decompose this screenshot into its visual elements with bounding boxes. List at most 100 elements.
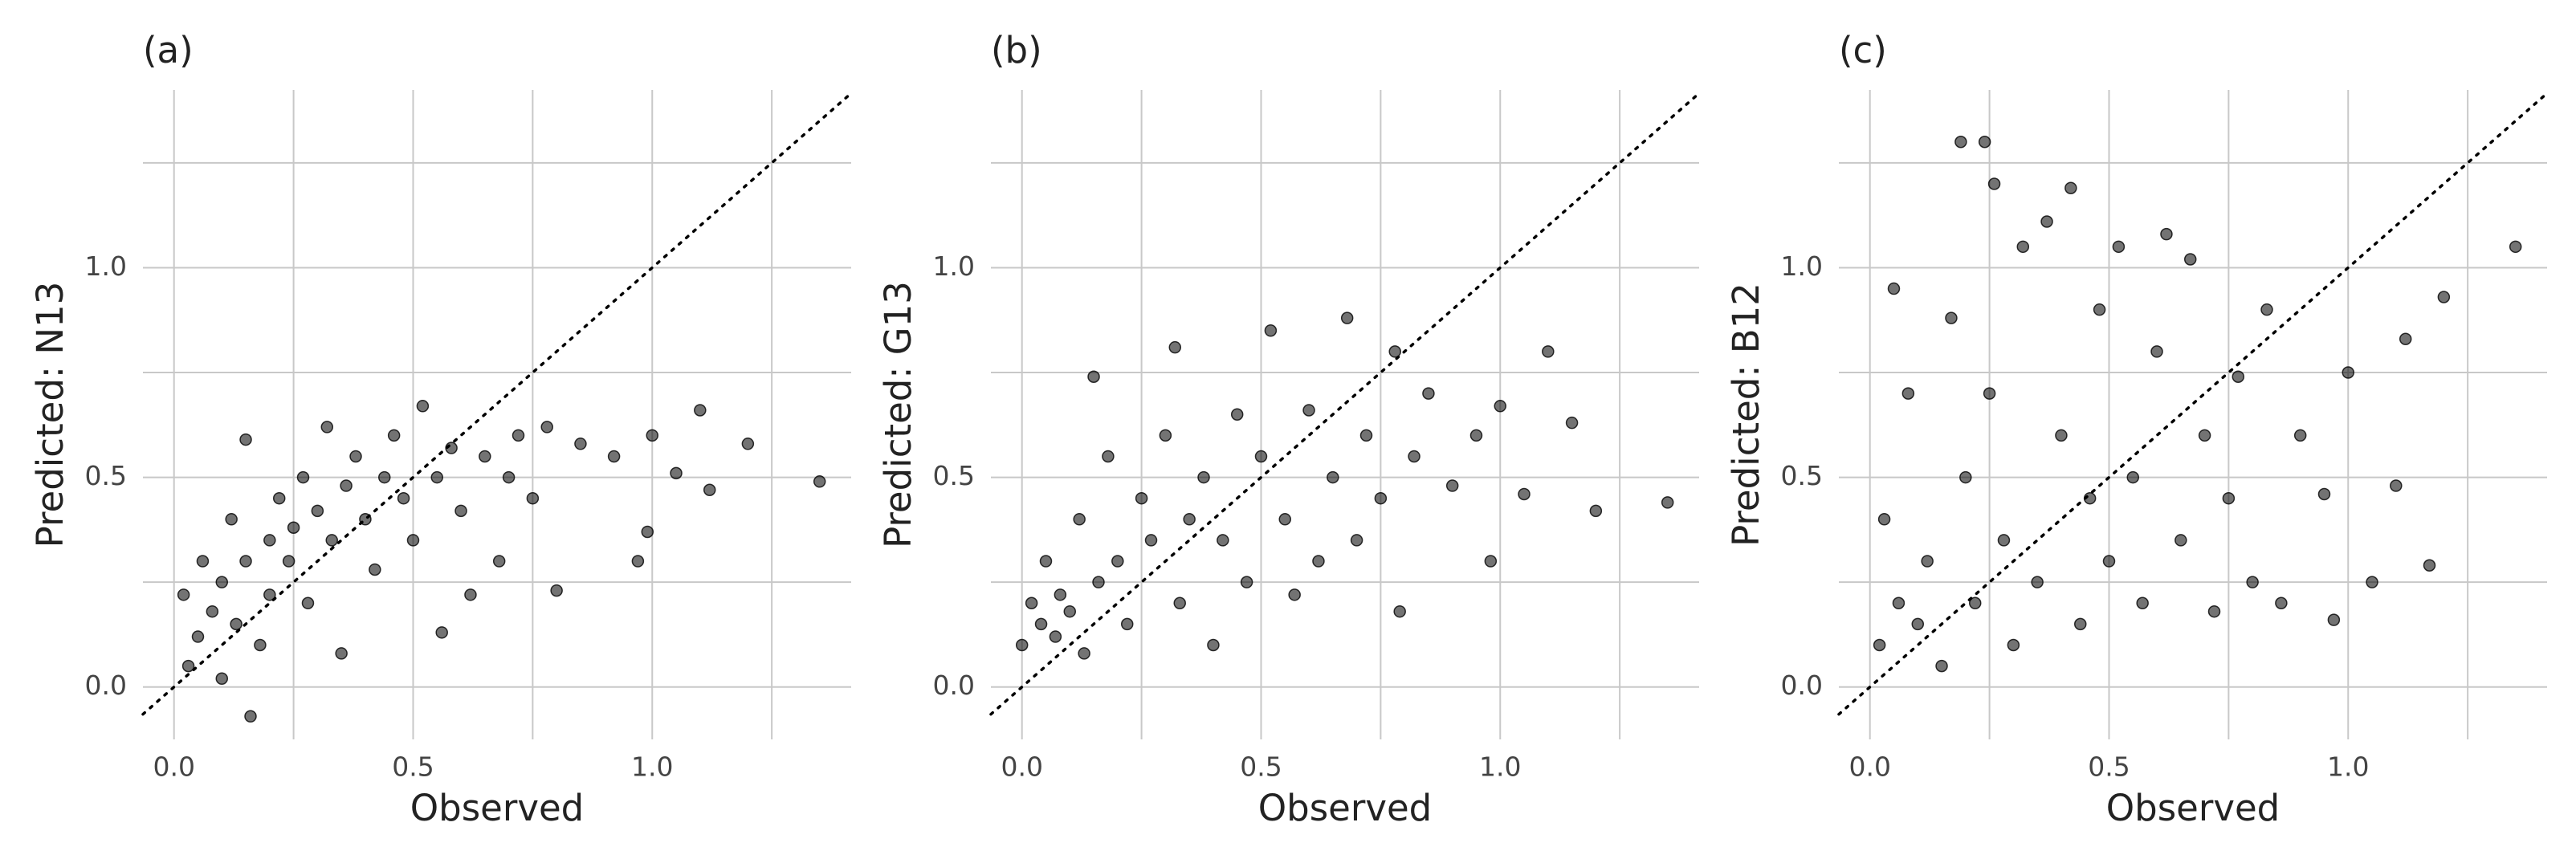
point [1278, 513, 1292, 526]
point [1302, 404, 1315, 417]
y-tick-label: 1.0 [1781, 250, 1823, 282]
point [206, 605, 219, 618]
point [244, 710, 257, 723]
point [1207, 638, 1220, 652]
point [1183, 513, 1196, 526]
point [1039, 555, 1053, 568]
point [1935, 659, 1948, 673]
point [2275, 596, 2288, 610]
point [1445, 479, 1459, 492]
point [2136, 596, 2149, 610]
point [2207, 605, 2221, 618]
point [1173, 596, 1186, 610]
point [1254, 450, 1268, 463]
y-tick-label: 0.5 [85, 460, 127, 491]
point [387, 429, 401, 442]
panel-title: (b) [991, 29, 1042, 71]
point [550, 584, 563, 597]
point [512, 429, 525, 442]
point [215, 672, 229, 686]
point [2437, 291, 2451, 303]
point [230, 617, 243, 631]
point [2366, 576, 2378, 588]
point [1987, 177, 2001, 190]
y-tick-label: 0.0 [85, 670, 127, 701]
point [349, 450, 362, 463]
point [1102, 450, 1115, 463]
point [2112, 240, 2126, 254]
panel: 0.0 0.5 1.0 0.0 0.5 1.0 (c) Observed Predicted: … [1725, 29, 2549, 829]
panel: 0.0 0.5 1.0 0.0 0.5 1.0 (b) Observed Predicted: … [877, 29, 1701, 829]
point [2390, 479, 2403, 492]
point [670, 466, 683, 480]
point [1877, 513, 1891, 526]
point [254, 638, 267, 652]
panel-title: (a) [143, 29, 194, 71]
point [2064, 181, 2077, 194]
point [631, 555, 645, 568]
point [2509, 240, 2522, 254]
point [1264, 324, 1278, 337]
point [1168, 340, 1182, 354]
point [607, 450, 621, 463]
point [1887, 282, 1901, 295]
point [1469, 429, 1483, 442]
y-tick-label: 0.5 [1781, 460, 1823, 491]
point [1034, 617, 1048, 631]
point [2222, 491, 2236, 505]
point [694, 404, 707, 417]
point [272, 491, 286, 505]
point [263, 588, 276, 601]
point [1388, 345, 1401, 358]
point [1484, 555, 1498, 568]
point [492, 555, 506, 568]
y-tick-label: 1.0 [85, 250, 127, 282]
point [282, 555, 296, 568]
point [1911, 617, 1925, 631]
point [1217, 534, 1229, 547]
point [196, 555, 210, 568]
point [641, 525, 654, 539]
y-axis-label: Predicted: N13 [29, 282, 71, 548]
point [2093, 303, 2106, 316]
point [464, 588, 477, 601]
point [1111, 555, 1124, 568]
point [2246, 576, 2259, 588]
point [435, 626, 448, 639]
point [2073, 617, 2087, 631]
point [1240, 576, 1253, 588]
y-axis-label: Predicted: G13 [877, 281, 919, 548]
point [1954, 136, 1967, 149]
point [2317, 487, 2331, 501]
point [1983, 387, 1996, 400]
point [2031, 576, 2044, 588]
point [2198, 429, 2211, 442]
x-axis-label: Observed [410, 787, 585, 829]
x-tick-label: 1.0 [631, 751, 673, 783]
x-tick-label: 0.0 [1848, 751, 1890, 783]
point [2293, 429, 2307, 442]
identity-line [989, 92, 1701, 716]
point [225, 513, 238, 526]
point [1565, 416, 1579, 430]
point [2016, 240, 2030, 254]
point [2232, 370, 2245, 383]
point [2102, 555, 2116, 568]
point [1078, 647, 1090, 660]
identity-line [141, 92, 853, 716]
point [1312, 555, 1325, 568]
point [1393, 605, 1406, 618]
point [2055, 429, 2068, 442]
point [2342, 366, 2355, 379]
point [335, 647, 348, 660]
y-tick-label: 0.0 [1781, 670, 1823, 701]
point [1921, 555, 1934, 568]
x-tick-label: 0.5 [2088, 751, 2130, 783]
point [406, 534, 420, 547]
point [2183, 253, 2197, 266]
x-axis-label: Observed [1258, 787, 1433, 829]
point [2260, 303, 2273, 316]
point [1978, 136, 1991, 149]
point [1288, 588, 1301, 601]
